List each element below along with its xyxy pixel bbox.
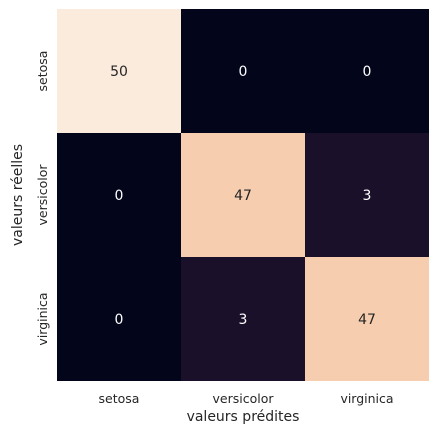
heatmap-cell-value: 3	[363, 188, 372, 204]
heatmap-cell-virginica-setosa	[57, 257, 181, 381]
x-axis-label: valeurs prédites	[187, 409, 300, 425]
heatmap-cell-value: 0	[363, 64, 372, 80]
y-tick-label: virginica	[35, 292, 50, 345]
heatmap-cell-labels: 50 0 0 0 47 3 0 3 47	[110, 64, 376, 328]
x-tick-labels: setosa versicolor virginica	[99, 391, 394, 406]
heatmap-cell-value: 0	[115, 188, 124, 204]
heatmap-cell-versicolor-setosa	[57, 133, 181, 257]
y-tick-labels: setosa versicolor virginica	[35, 51, 50, 346]
heatmap-cell-virginica-virginica	[305, 257, 429, 381]
y-tick-label: versicolor	[35, 164, 50, 226]
heatmap-cell-setosa-setosa	[57, 9, 181, 133]
x-tick-label: setosa	[99, 391, 140, 406]
heatmap-cell-value: 3	[239, 312, 248, 328]
heatmap-cell-versicolor-versicolor	[181, 133, 305, 257]
x-tick-label: versicolor	[213, 391, 275, 406]
heatmap-cell-setosa-versicolor	[181, 9, 305, 133]
y-tick-label: setosa	[35, 51, 50, 92]
heatmap-cell-value: 0	[239, 64, 248, 80]
heatmap-cell-setosa-virginica	[305, 9, 429, 133]
x-tick-label: virginica	[340, 391, 393, 406]
heatmap-cell-virginica-versicolor	[181, 257, 305, 381]
heatmap-cells	[57, 9, 429, 381]
heatmap-cell-value: 47	[358, 312, 376, 328]
heatmap-cell-value: 47	[234, 188, 252, 204]
y-axis-label: valeurs réelles	[10, 144, 26, 246]
heatmap-cell-value: 0	[115, 312, 124, 328]
heatmap-cell-versicolor-virginica	[305, 133, 429, 257]
heatmap-cell-value: 50	[110, 64, 128, 80]
